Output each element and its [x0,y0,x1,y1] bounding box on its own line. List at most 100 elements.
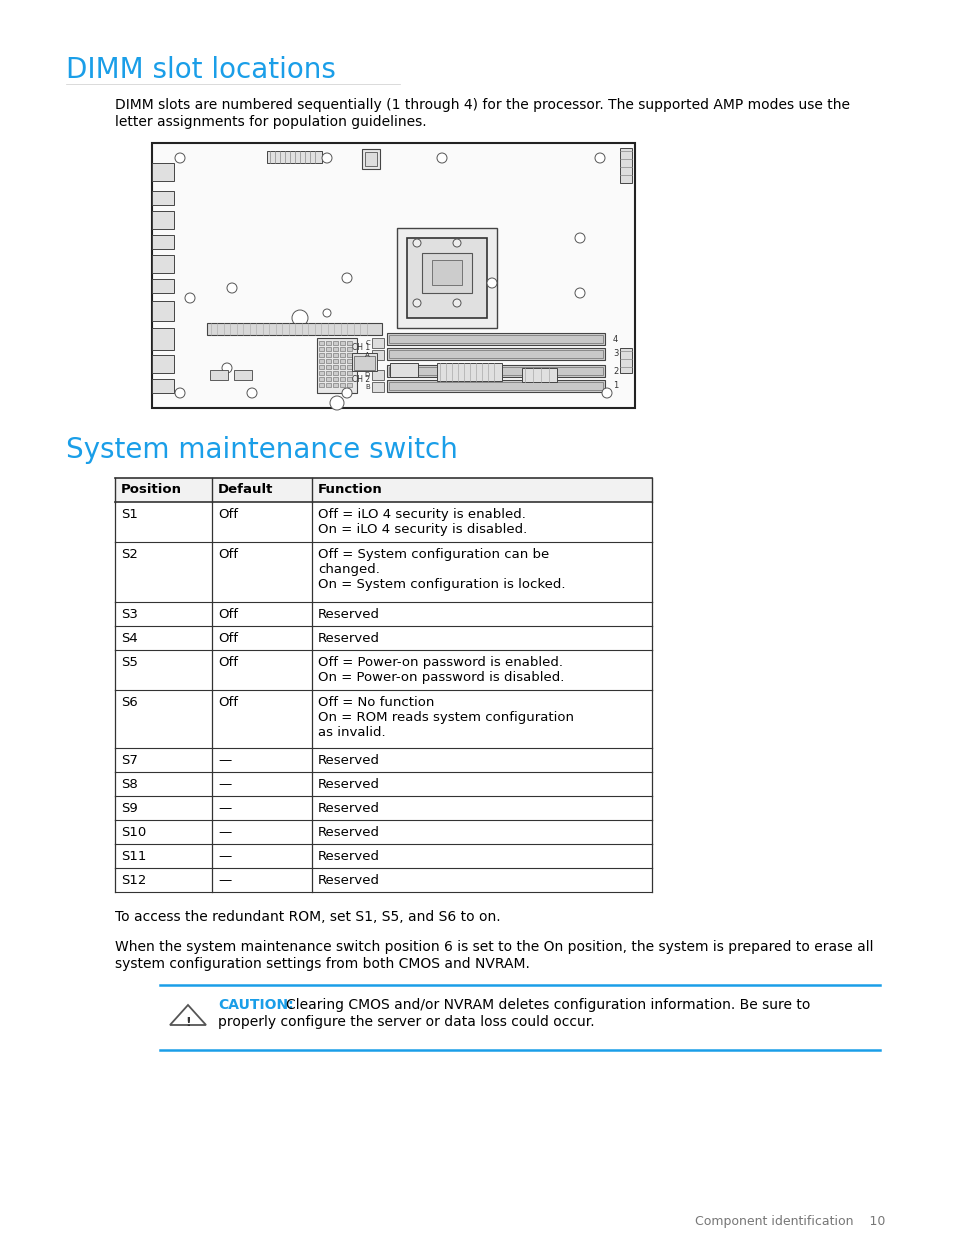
Text: Function: Function [317,483,382,496]
Text: C: C [365,340,370,346]
Bar [318,377,324,382]
Bar [333,383,337,387]
Text: S1: S1 [121,508,138,521]
Text: Reserved: Reserved [317,778,379,790]
Bar [387,348,604,359]
Bar [372,370,384,380]
Bar [326,366,331,369]
Bar [619,148,631,183]
Text: —: — [218,802,231,815]
Bar [326,377,331,382]
Circle shape [330,396,344,410]
Bar [210,370,228,380]
Bar [152,301,173,321]
Bar [333,370,337,375]
Bar [152,354,173,373]
Text: Off: Off [218,632,237,645]
Text: System maintenance switch: System maintenance switch [66,436,457,464]
Text: S2: S2 [121,548,138,561]
Bar [326,347,331,351]
Circle shape [185,293,194,303]
Bar [318,353,324,357]
Text: —: — [218,755,231,767]
Bar [339,370,345,375]
Text: A: A [365,352,370,358]
Text: Off = No function: Off = No function [317,697,434,709]
Text: D: D [364,372,370,378]
Text: as invalid.: as invalid. [317,726,385,739]
Text: Default: Default [218,483,274,496]
Text: On = iLO 4 security is disabled.: On = iLO 4 security is disabled. [317,522,527,536]
Text: S4: S4 [121,632,137,645]
Bar [318,370,324,375]
Bar [387,380,604,391]
Circle shape [174,153,185,163]
Circle shape [413,240,420,247]
Bar [318,341,324,345]
Bar [152,379,173,393]
Circle shape [222,363,232,373]
Bar [152,143,635,408]
Bar [326,353,331,357]
Bar [318,359,324,363]
Bar [365,152,376,165]
Circle shape [341,273,352,283]
Text: DIMM slot locations: DIMM slot locations [66,56,335,84]
Circle shape [595,153,604,163]
Bar [339,359,345,363]
Text: CH 1: CH 1 [352,342,370,352]
Text: Reserved: Reserved [317,755,379,767]
Bar [372,338,384,348]
Bar [333,341,337,345]
Circle shape [486,278,497,288]
Circle shape [413,299,420,308]
Circle shape [322,153,332,163]
Bar [339,366,345,369]
Bar [326,359,331,363]
Bar [318,347,324,351]
Text: DIMM slots are numbered sequentially (1 through 4) for the processor. The suppor: DIMM slots are numbered sequentially (1 … [115,98,849,112]
Text: S8: S8 [121,778,137,790]
Text: On = Power-on password is disabled.: On = Power-on password is disabled. [317,671,564,684]
Bar [372,382,384,391]
Circle shape [575,233,584,243]
Text: CAUTION:: CAUTION: [218,998,294,1011]
Polygon shape [170,1005,206,1025]
Text: When the system maintenance switch position 6 is set to the On position, the sys: When the system maintenance switch posit… [115,940,873,953]
Bar [152,329,173,350]
Bar [521,368,557,382]
Bar [347,353,352,357]
Text: Position: Position [121,483,182,496]
Bar [326,341,331,345]
Text: B: B [365,384,370,390]
Bar [333,366,337,369]
Bar [339,347,345,351]
Bar [387,333,604,345]
Bar [152,279,173,293]
Text: 4: 4 [613,335,618,343]
Bar [333,353,337,357]
Text: Off: Off [218,608,237,621]
Text: S9: S9 [121,802,137,815]
Text: —: — [218,874,231,887]
Bar [347,359,352,363]
Bar [387,366,604,377]
Bar [347,383,352,387]
Text: 3: 3 [613,350,618,358]
Circle shape [323,309,331,317]
Bar [152,254,173,273]
Circle shape [453,240,460,247]
Bar [389,350,602,358]
Bar [318,383,324,387]
Text: letter assignments for population guidelines.: letter assignments for population guidel… [115,115,426,128]
Text: system configuration settings from both CMOS and NVRAM.: system configuration settings from both … [115,957,529,971]
Bar [152,163,173,182]
Bar [354,356,375,370]
Text: —: — [218,778,231,790]
Text: S6: S6 [121,697,137,709]
Text: !: ! [185,1015,191,1029]
Text: Reserved: Reserved [317,608,379,621]
Bar [152,191,173,205]
Text: Off: Off [218,656,237,669]
Text: S5: S5 [121,656,138,669]
